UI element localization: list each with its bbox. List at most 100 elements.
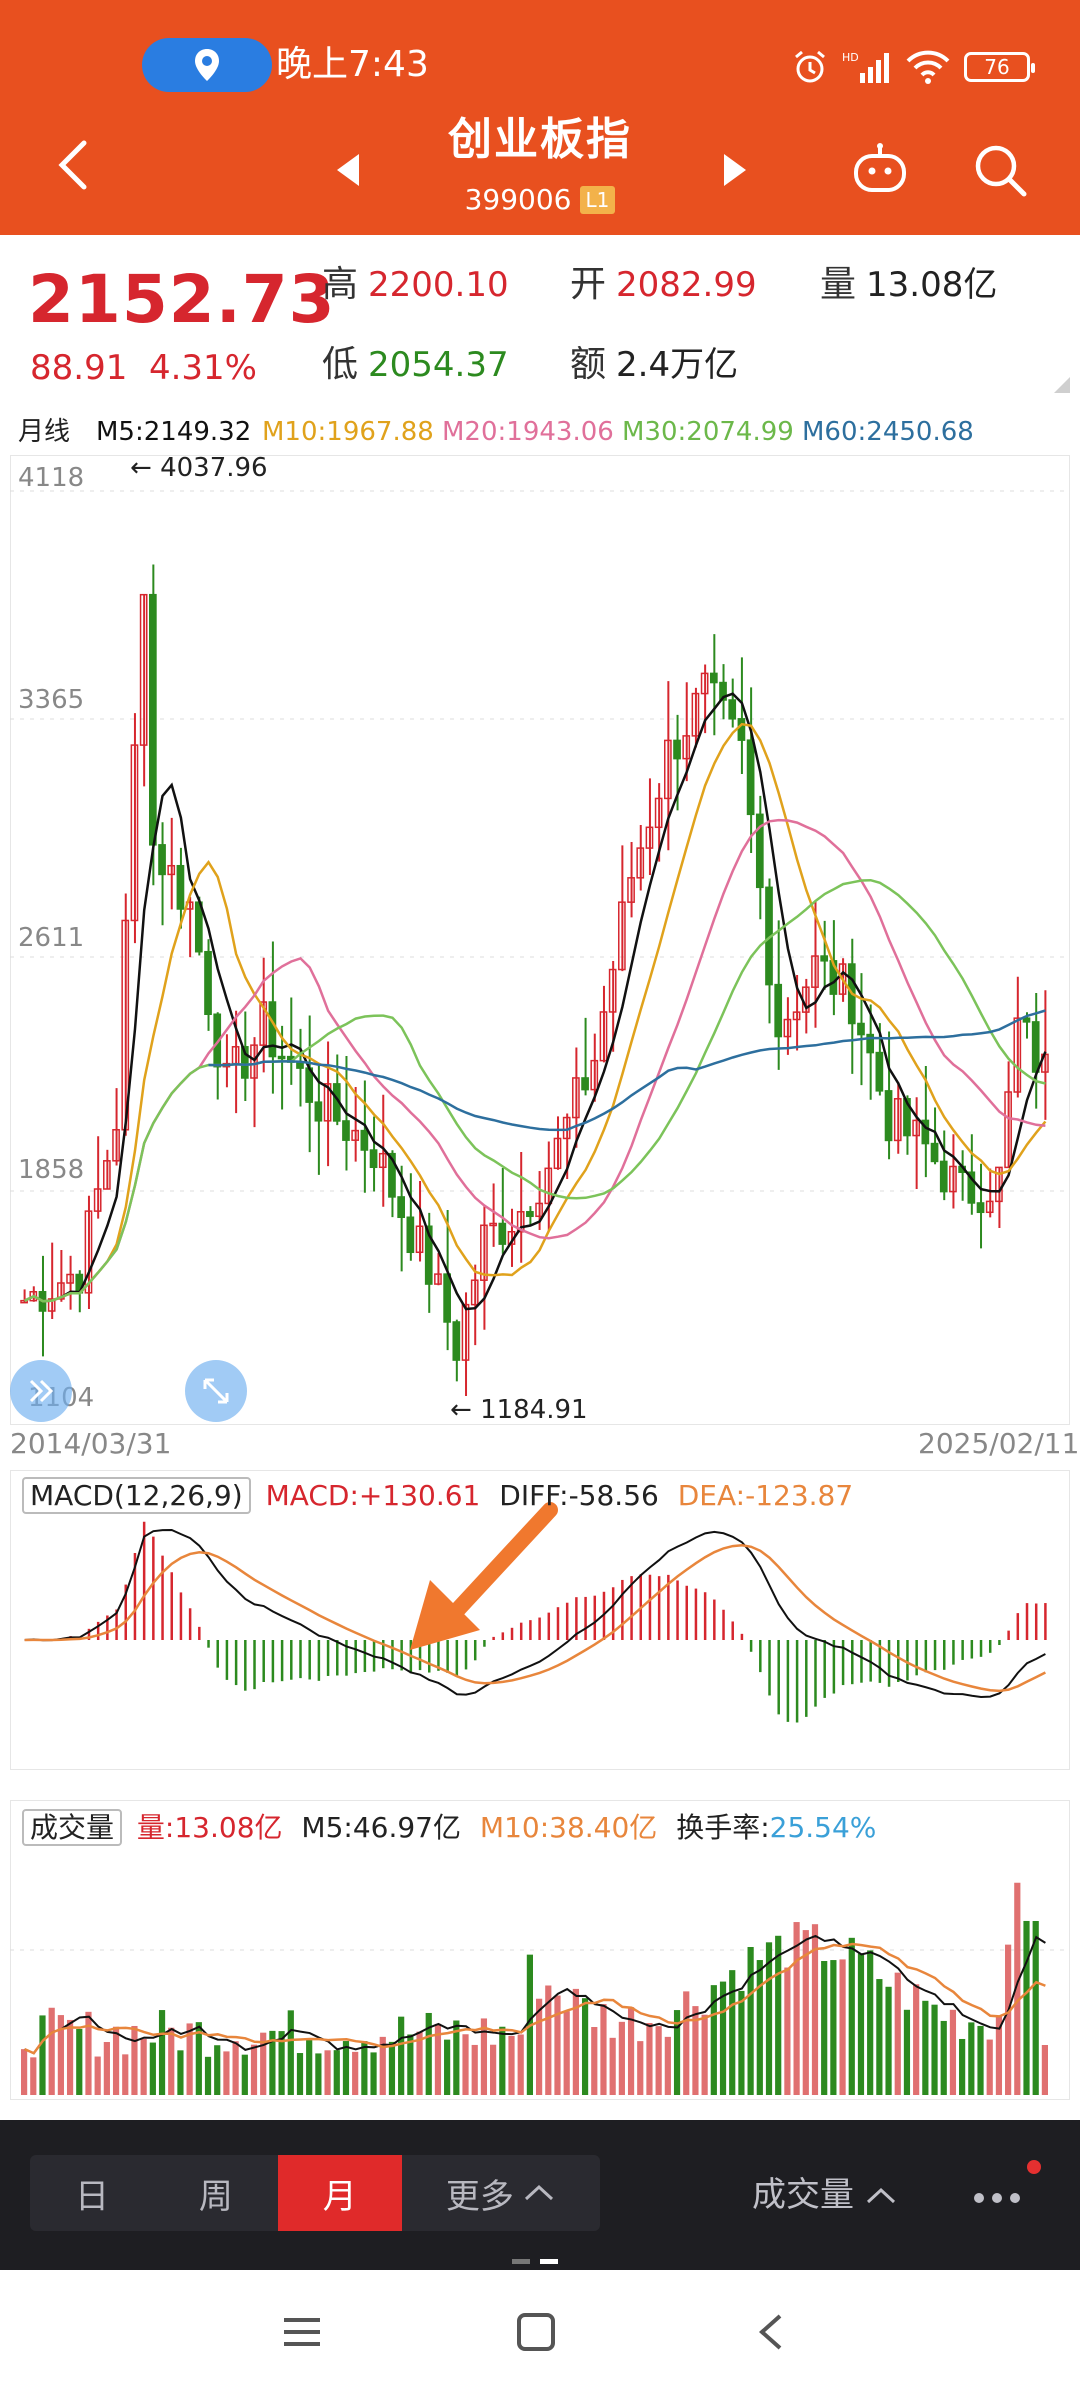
volume-bar bbox=[968, 2022, 975, 2095]
volume-bar bbox=[1032, 1920, 1039, 2095]
system-nav-bar bbox=[0, 2270, 1080, 2400]
volume-bar bbox=[57, 2015, 64, 2095]
candle-body bbox=[103, 1160, 111, 1190]
current-price: 2152.73 bbox=[28, 261, 336, 338]
candle-body bbox=[746, 739, 755, 816]
kline-chart[interactable]: 4118 3365 2611 1858 1104 ← 4037.96 ← 118… bbox=[9, 453, 1071, 1426]
volume-name[interactable]: 成交量 bbox=[22, 1809, 123, 1846]
diff-value: DIFF:-58.56 bbox=[499, 1479, 659, 1512]
tab-month[interactable]: 月 bbox=[277, 2155, 402, 2231]
macd-legend: MACD(12,26,9) MACD:+130.61 DIFF:-58.56 D… bbox=[22, 1476, 853, 1516]
candle-body bbox=[1004, 1091, 1012, 1169]
macd-svg bbox=[9, 1469, 1071, 1771]
candle-body bbox=[857, 1022, 865, 1036]
amount-label: 额 bbox=[570, 344, 607, 385]
candle-body bbox=[949, 1165, 957, 1193]
candle-body bbox=[811, 955, 819, 988]
amount-value: 2.4万亿 bbox=[616, 345, 739, 385]
volume-bar bbox=[223, 2051, 230, 2095]
volume-bar bbox=[591, 2027, 598, 2095]
tab-more[interactable]: 更多 bbox=[402, 2155, 600, 2231]
start-date: 2014/03/31 bbox=[10, 1427, 172, 1460]
candle-body bbox=[636, 847, 645, 879]
volume-bar bbox=[618, 2021, 625, 2095]
candle-body bbox=[875, 1051, 884, 1092]
change-percent: 4.31% bbox=[148, 348, 257, 388]
volume-bar bbox=[775, 1935, 782, 2095]
svg-text:HD: HD bbox=[842, 51, 859, 64]
location-pin-icon bbox=[195, 49, 219, 81]
home-square-icon[interactable] bbox=[514, 2310, 558, 2354]
volume-bar bbox=[85, 2011, 92, 2095]
candle-body bbox=[526, 1211, 534, 1218]
volume-bar bbox=[76, 2028, 83, 2095]
tab-day[interactable]: 日 bbox=[74, 2176, 109, 2217]
candle-body bbox=[158, 844, 166, 876]
volume-legend: 成交量 量:13.08亿 M5:46.97亿 M10:38.40亿 换手率:25… bbox=[22, 1808, 876, 1848]
quote-panel: 2152.73 88.91 4.31% 高 2200.10 低 2054.37 … bbox=[0, 235, 1080, 400]
prev-index-button[interactable] bbox=[333, 150, 363, 190]
assistant-button[interactable] bbox=[850, 140, 910, 200]
expand-arrows-icon bbox=[203, 1378, 229, 1404]
expand-chart-button[interactable] bbox=[185, 1360, 247, 1422]
tab-more-label: 更多 bbox=[445, 2176, 514, 2217]
candle-body bbox=[1031, 1021, 1040, 1073]
volume-bar bbox=[729, 1970, 736, 2095]
candle-body bbox=[57, 1282, 65, 1300]
vol-m5: M5:46.97亿 bbox=[301, 1811, 461, 1844]
end-date: 2025/02/11 bbox=[918, 1427, 1080, 1460]
volume-bar bbox=[738, 1990, 745, 2095]
dea-line bbox=[24, 1544, 1046, 1693]
volume-bar bbox=[499, 2026, 506, 2095]
indicator-selector[interactable]: 成交量 bbox=[752, 2160, 898, 2230]
volume-bar bbox=[1005, 1944, 1012, 2095]
menu-icon[interactable] bbox=[280, 2310, 324, 2354]
candle-body bbox=[535, 1202, 543, 1218]
volume-bar bbox=[306, 2039, 313, 2095]
search-button[interactable] bbox=[970, 140, 1030, 200]
volume-bar bbox=[241, 2054, 248, 2095]
candle-body bbox=[259, 1001, 268, 1046]
volume-bar bbox=[913, 1984, 920, 2095]
candle-body bbox=[167, 864, 176, 876]
candle-body bbox=[93, 1188, 102, 1212]
macd-panel[interactable]: MACD(12,26,9) MACD:+130.61 DIFF:-58.56 D… bbox=[9, 1469, 1071, 1771]
volume-panel[interactable]: 成交量 量:13.08亿 M5:46.97亿 M10:38.40亿 换手率:25… bbox=[9, 1799, 1071, 2101]
candle-body bbox=[884, 1090, 893, 1142]
candle-body bbox=[1013, 1017, 1022, 1093]
fullscreen-toggle[interactable] bbox=[10, 1360, 72, 1422]
candle-body bbox=[360, 1129, 369, 1151]
candle-body bbox=[893, 1098, 902, 1142]
double-chevron-right-icon bbox=[29, 1379, 54, 1403]
volume-bar bbox=[646, 2023, 653, 2095]
volume-bar bbox=[361, 2041, 368, 2095]
y-tick-3365: 3365 bbox=[18, 685, 85, 715]
more-menu-button[interactable] bbox=[962, 2160, 1032, 2230]
macd-name[interactable]: MACD(12,26,9) bbox=[22, 1477, 251, 1514]
next-index-button[interactable] bbox=[720, 150, 750, 190]
signal-icon: HD bbox=[842, 51, 889, 83]
volume-bar bbox=[1023, 1920, 1030, 2095]
volume-bar bbox=[333, 2050, 340, 2095]
location-indicator[interactable] bbox=[142, 38, 272, 92]
index-code: 399006 bbox=[464, 183, 572, 216]
candle-body bbox=[268, 1001, 277, 1058]
volume-bar bbox=[673, 2010, 681, 2095]
volume-bar bbox=[480, 2018, 488, 2095]
open-label: 开 bbox=[570, 264, 607, 305]
volume-bar bbox=[784, 1967, 791, 2095]
ma20-value: M20:1943.06 bbox=[442, 417, 614, 447]
back-button[interactable] bbox=[50, 135, 100, 195]
volume-bar bbox=[260, 2032, 267, 2095]
candle-body bbox=[737, 718, 746, 741]
tab-week[interactable]: 周 bbox=[198, 2176, 233, 2217]
volume-bar bbox=[637, 2041, 644, 2095]
low-value: 2054.37 bbox=[368, 345, 509, 385]
candle-body bbox=[939, 1160, 948, 1193]
candle-body bbox=[139, 593, 148, 746]
expand-corner-icon[interactable] bbox=[1052, 375, 1072, 395]
volume-bar bbox=[903, 2009, 911, 2095]
back-triangle-icon[interactable] bbox=[750, 2310, 794, 2354]
candle-body bbox=[792, 1011, 801, 1021]
volume-bar bbox=[379, 2036, 386, 2095]
